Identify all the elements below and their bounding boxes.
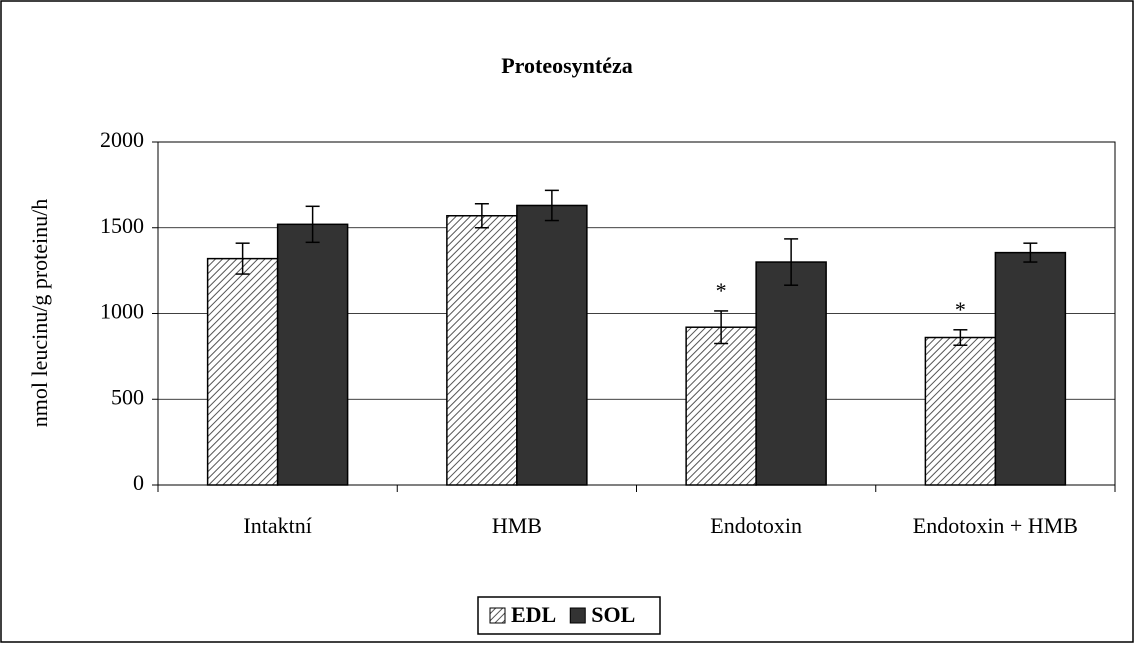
bar	[685, 326, 757, 486]
chart-title: Proteosyntéza	[501, 53, 633, 78]
bar	[924, 336, 997, 486]
legend-swatch	[489, 607, 506, 624]
y-tick-label: 0	[133, 470, 144, 495]
y-axis-label: nmol leucinu/g proteinu/h	[27, 199, 52, 428]
y-tick-label: 1500	[100, 213, 144, 238]
bar	[755, 261, 827, 486]
annotation: *	[955, 297, 966, 322]
bar	[994, 251, 1067, 486]
x-tick-label: Endotoxin + HMB	[913, 513, 1078, 538]
y-tick-label: 2000	[100, 127, 144, 152]
legend-swatch	[569, 607, 586, 624]
bar	[446, 214, 518, 486]
bar	[206, 257, 279, 486]
x-tick-label: HMB	[492, 513, 542, 538]
y-tick-label: 1000	[100, 299, 144, 324]
x-tick-label: Endotoxin	[710, 513, 802, 538]
x-tick-label: Intaktní	[243, 513, 311, 538]
legend-label: SOL	[591, 602, 635, 627]
bar	[516, 204, 588, 486]
annotation: *	[716, 278, 727, 303]
y-tick-label: 500	[111, 384, 144, 409]
legend-label: EDL	[511, 602, 556, 627]
legend-box	[477, 596, 661, 635]
bar	[276, 223, 349, 486]
